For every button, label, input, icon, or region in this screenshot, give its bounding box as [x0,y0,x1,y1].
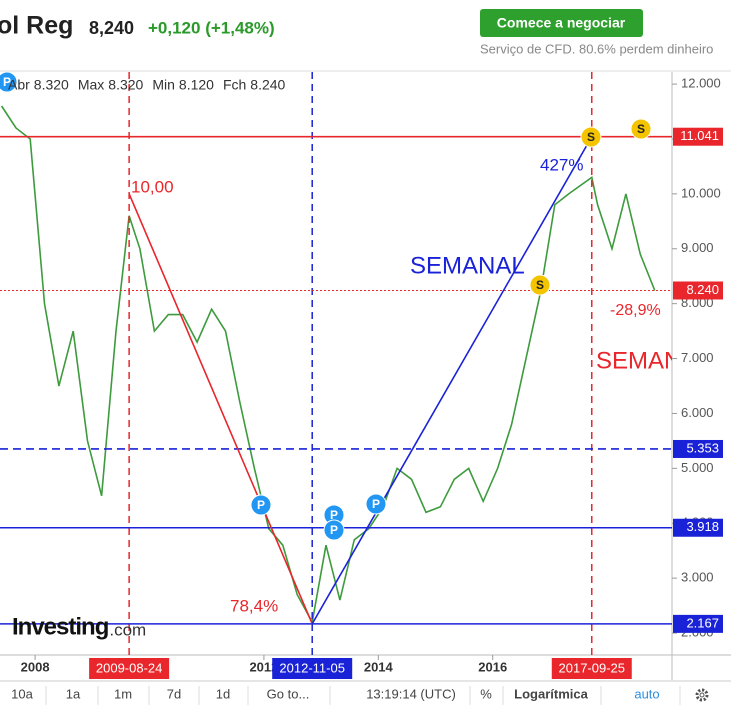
event-marker[interactable] [250,494,272,516]
trend-line [311,136,593,625]
price-tag [673,518,723,537]
annotation: 10,00 [131,177,174,196]
date-tag [272,658,353,679]
event-marker[interactable] [580,126,602,148]
annotation: 78,4% [230,596,278,615]
settings-icon[interactable] [695,688,709,702]
logo: Investing [12,613,109,640]
date-tag [89,658,170,679]
event-marker[interactable] [0,72,18,93]
y-tick-label: 6.000 [681,405,714,420]
y-tick-label: 7.000 [681,350,714,365]
toolbar-item[interactable]: 13:19:14 (UTC) [366,686,456,701]
annotation: -28,9% [610,302,661,319]
ohlc-label: Min [152,77,175,93]
price-change: +0,120 (+1,48%) [148,18,275,37]
toolbar-item[interactable]: % [480,686,492,701]
event-marker-label[interactable]: P [330,508,338,522]
price-tag [673,281,723,300]
x-tick-label: 2008 [21,659,50,674]
price-tag-label: 11.041 [680,128,719,143]
event-marker[interactable] [323,519,345,541]
toolbar-item[interactable]: 1d [216,686,230,701]
ohlc-label: Abr [8,77,30,93]
ohlc-value: 8.320 [108,77,143,93]
price-tag [673,439,723,458]
trade-button[interactable]: Comece a negociar [480,9,643,37]
y-tick-label: 10.000 [681,185,721,200]
event-marker-label[interactable]: S [587,130,595,144]
toolbar-item[interactable]: 1a [66,686,81,701]
event-marker[interactable] [529,274,551,296]
y-tick-label: 3.000 [681,570,714,585]
event-marker-label[interactable]: P [330,523,338,537]
ohlc-label: Max [78,77,104,93]
ohlc-value: 8.240 [250,77,285,93]
overlay: Abr8.320Max8.320Min8.120Fch8.2402.0003.0… [8,76,723,705]
annotation: 427% [540,155,583,174]
price-line [0,105,656,625]
date-tag-label: 2017-09-25 [559,660,626,675]
price-tag [673,614,723,633]
price-tag-label: 3.918 [686,519,719,534]
disclaimer: Serviço de CFD. 80.6% perdem dinheiro [480,41,713,56]
logo-suffix: .com [109,620,146,639]
ohlc-label: Fch [223,77,246,93]
toolbar-item[interactable]: Logarítmica [514,686,588,701]
ohlc-value: 8.120 [179,77,214,93]
y-tick-label: 9.000 [681,240,714,255]
instrument-name: ol Reg [0,12,73,40]
ohlc-value: 8.320 [34,77,69,93]
toolbar-item[interactable]: Go to... [267,686,310,701]
event-marker-label[interactable]: P [257,498,265,512]
event-marker[interactable] [630,118,652,140]
price-tag-label: 8.240 [686,282,719,297]
event-marker-label[interactable]: P [3,75,11,89]
event-marker[interactable] [365,493,387,515]
annotation: SEMANAL [410,252,525,279]
date-tag [551,658,632,679]
price-tag-label: 2.167 [686,615,719,630]
y-tick-label: 5.000 [681,460,714,475]
price-tag-label: 5.353 [686,440,719,455]
toolbar-item[interactable]: 10a [11,686,33,701]
event-marker-label[interactable]: S [637,122,645,136]
button-label[interactable]: Comece a negociar [497,15,626,31]
annotation: SEMANAL [596,347,711,374]
button-bg[interactable] [480,9,643,37]
date-tag-label: 2009-08-24 [96,660,163,675]
event-marker-label[interactable]: S [536,278,544,292]
toolbar-item[interactable]: 1m [114,686,132,701]
trend-line [128,193,313,625]
date-tag-label: 2012-11-05 [279,660,345,675]
x-tick-label: 2016 [478,659,507,674]
event-marker-label[interactable]: P [372,497,380,511]
x-tick-label: 2014 [364,659,394,674]
x-tick-label: 2012 [249,659,278,674]
gear-body[interactable] [695,688,709,702]
gear-hole[interactable] [699,692,705,698]
toolbar-item[interactable]: auto [634,686,659,701]
price-tag [673,127,723,146]
last-price: 8,240 [89,18,134,38]
toolbar-item[interactable]: 7d [167,686,181,701]
plot-area: 10,0078,4%427%-28,9%SEMANALSEMANALPPPPPS… [0,72,711,655]
y-tick-label: 12.000 [681,76,721,91]
